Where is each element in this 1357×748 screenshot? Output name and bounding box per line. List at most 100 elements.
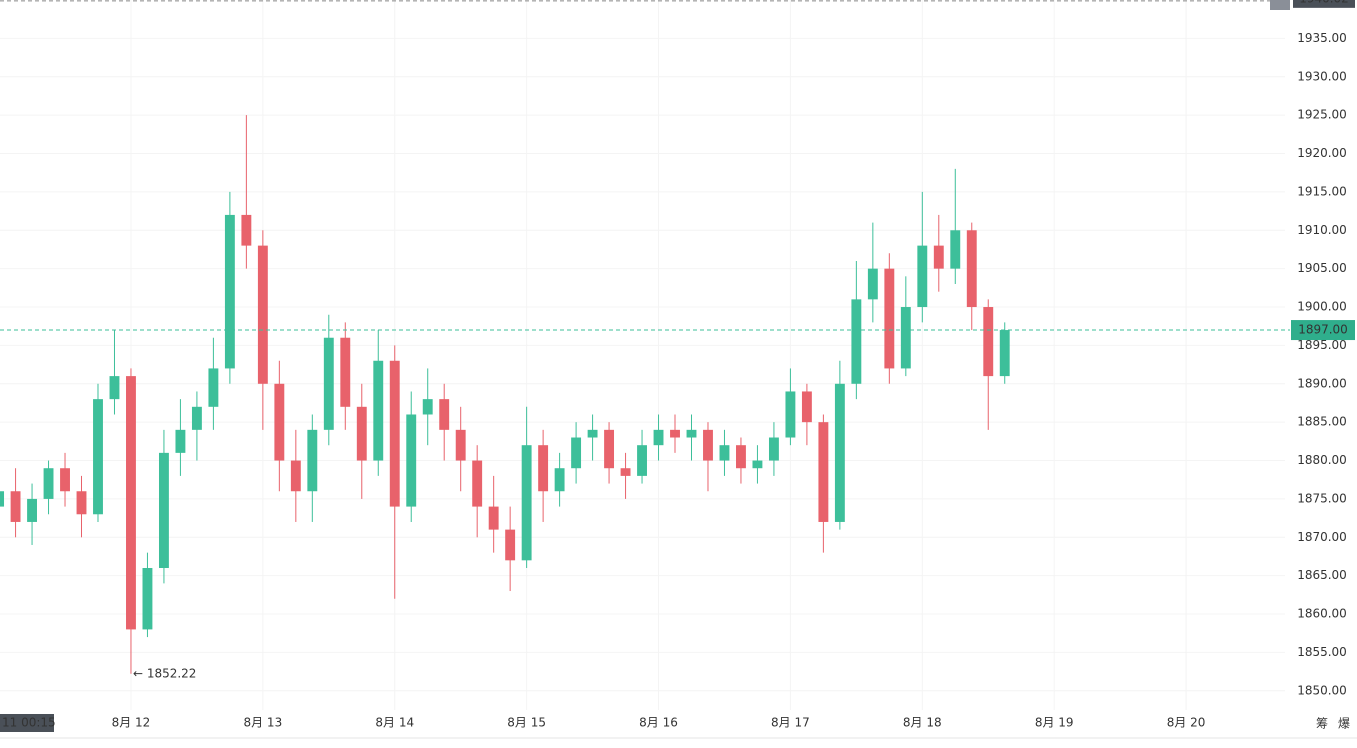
candle-body xyxy=(554,468,565,492)
candle-body xyxy=(406,414,417,507)
candle-body xyxy=(884,268,895,369)
y-tick-label: 1875.00 xyxy=(1297,491,1347,505)
x-tick-label: 8月 19 xyxy=(1035,716,1074,730)
y-tick-label: 1910.00 xyxy=(1297,223,1347,237)
price-label-box xyxy=(1291,320,1355,341)
candle-body xyxy=(752,460,763,469)
candle-body xyxy=(966,230,977,308)
candle-body xyxy=(703,429,713,461)
candle-body xyxy=(93,399,103,515)
candle-body xyxy=(571,437,582,469)
y-tick-label: 1900.00 xyxy=(1297,300,1347,314)
candle-body xyxy=(670,429,680,438)
candle-body xyxy=(620,468,631,476)
crosshair-time-box xyxy=(0,714,54,732)
candle-body xyxy=(274,383,285,461)
candle-body xyxy=(43,468,54,499)
x-tick-label: 8月 18 xyxy=(903,716,942,730)
x-tick-label: 8月 12 xyxy=(112,716,151,730)
candle-body xyxy=(175,429,186,453)
candle-body xyxy=(736,445,746,469)
candle-body xyxy=(307,429,318,492)
x-tick-label: 8月 17 xyxy=(771,716,810,730)
candle-body xyxy=(637,445,647,476)
add-button[interactable] xyxy=(1270,0,1290,10)
candle-body xyxy=(422,399,433,415)
x-tick-label: 8月 13 xyxy=(243,716,282,730)
y-tick-label: 1855.00 xyxy=(1297,645,1347,659)
candle-body xyxy=(950,230,961,269)
candle-body xyxy=(208,368,219,407)
candle-body xyxy=(455,429,466,461)
candle-body xyxy=(10,491,21,522)
candle-body xyxy=(60,468,70,492)
candle-body xyxy=(142,568,153,630)
y-tick-label: 1860.00 xyxy=(1297,607,1347,621)
candle-body xyxy=(983,307,994,377)
y-tick-label: 1920.00 xyxy=(1297,146,1347,160)
candle-body xyxy=(999,330,1010,377)
candle-body xyxy=(587,429,598,438)
candle-body xyxy=(290,460,301,492)
y-tick-label: 1895.00 xyxy=(1297,338,1347,352)
x-tick-label: 8月 16 xyxy=(639,716,678,730)
candle-body xyxy=(224,214,235,369)
candle-body xyxy=(834,383,845,522)
candle-body xyxy=(653,429,664,446)
y-tick-label: 1870.00 xyxy=(1297,530,1347,544)
candle-body xyxy=(917,245,928,308)
x-tick-label: 8月 15 xyxy=(507,716,546,730)
candle-body xyxy=(818,422,829,522)
candle-body xyxy=(323,337,334,430)
crosshair-price-label: 1940.02 xyxy=(1299,0,1349,5)
candle-body xyxy=(0,491,5,507)
y-tick-label: 1930.00 xyxy=(1297,69,1347,83)
candle-body xyxy=(257,245,268,384)
candle-body xyxy=(505,529,516,561)
candle-body xyxy=(867,268,878,300)
crosshair-price-box xyxy=(1293,0,1355,8)
price-label: 1897.00 xyxy=(1298,323,1348,337)
y-tick-label: 1915.00 xyxy=(1297,184,1347,198)
candle-body xyxy=(109,376,120,400)
y-tick-label: 1885.00 xyxy=(1297,415,1347,429)
x-tick-label: 8月 14 xyxy=(375,716,414,730)
y-tick-label: 1925.00 xyxy=(1297,108,1347,122)
candle-body xyxy=(719,445,730,461)
candle-body xyxy=(785,391,796,438)
candle-body xyxy=(389,360,400,507)
candle-body xyxy=(686,429,697,438)
candle-body xyxy=(76,491,87,515)
y-tick-label: 1865.00 xyxy=(1297,568,1347,582)
candle-body xyxy=(521,445,532,561)
candle-body xyxy=(488,506,499,530)
candle-body xyxy=(356,406,367,461)
x-tick-label: 8月 20 xyxy=(1167,716,1206,730)
corner-label: 爆 xyxy=(1338,717,1350,731)
candle-body xyxy=(900,307,911,369)
candle-body xyxy=(933,245,944,269)
candle-body xyxy=(126,376,136,630)
y-tick-label: 1890.00 xyxy=(1297,376,1347,390)
candle-body xyxy=(604,429,615,469)
y-tick-label: 1905.00 xyxy=(1297,261,1347,275)
y-tick-label: 1850.00 xyxy=(1297,683,1347,697)
candle-body xyxy=(191,406,202,430)
candle-body xyxy=(439,399,450,430)
corner-label: 筹 xyxy=(1316,717,1328,731)
y-tick-label: 1880.00 xyxy=(1297,453,1347,467)
candle-body xyxy=(158,452,169,568)
candle-body xyxy=(851,299,862,384)
crosshair-time-label: 11 00:15 xyxy=(2,716,56,730)
candle-body xyxy=(373,360,384,461)
candle-body xyxy=(768,437,779,461)
y-tick-label: 1935.00 xyxy=(1297,31,1347,45)
candle-body xyxy=(801,391,812,423)
candle-body xyxy=(27,498,37,522)
candle-body xyxy=(241,214,252,246)
low-annotation: ← 1852.22 xyxy=(133,666,197,680)
candle-body xyxy=(340,337,351,407)
